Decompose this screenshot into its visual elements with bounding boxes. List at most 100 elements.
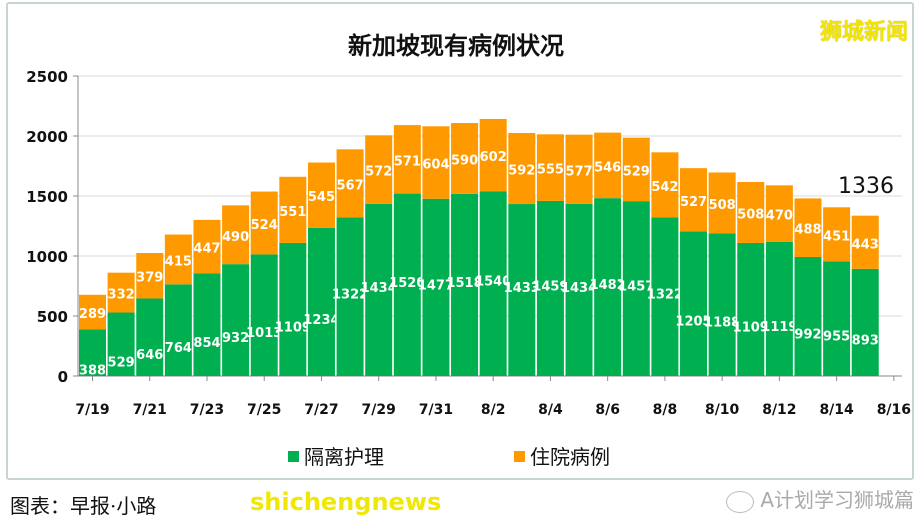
bar-hospital <box>136 253 164 299</box>
data-label: 447 <box>193 242 220 257</box>
bar-hospital <box>737 181 765 243</box>
data-label: 571 <box>394 154 421 169</box>
bar-isolation <box>851 268 879 376</box>
data-label: 1482 <box>590 278 626 293</box>
data-label: 379 <box>136 271 163 286</box>
bar-isolation <box>279 242 307 376</box>
data-label: 1234 <box>303 313 339 328</box>
bar-hospital <box>508 133 536 205</box>
bar-hospital <box>336 149 364 218</box>
bar-hospital <box>164 234 192 285</box>
bar-isolation <box>651 217 679 376</box>
y-tick-label: 2000 <box>26 128 68 146</box>
data-label: 955 <box>823 330 850 345</box>
x-tick-label: 7/31 <box>419 402 453 418</box>
data-label: 764 <box>165 341 192 356</box>
data-label: 1518 <box>446 276 482 291</box>
data-label: 551 <box>279 205 306 220</box>
bar-isolation <box>680 231 708 376</box>
caption-watermark: shichengnews <box>250 488 442 516</box>
data-label: 529 <box>623 164 650 179</box>
bar-isolation <box>365 203 393 376</box>
bar-isolation <box>193 273 221 376</box>
data-label: 1322 <box>647 288 683 303</box>
data-label: 1013 <box>246 326 282 341</box>
chart-frame: 新加坡现有病例状况 0 500 1000 1500 2000 2500 388 289 529 33… <box>6 2 914 480</box>
data-label: 893 <box>852 333 879 348</box>
data-label: 1477 <box>418 278 454 293</box>
x-tick-label: 8/12 <box>762 402 796 418</box>
bar-isolation <box>164 284 192 376</box>
bar-isolation <box>451 193 479 376</box>
wechat-watermark: A计划学习狮城篇 <box>726 484 914 513</box>
x-tick-label: 7/27 <box>304 402 338 418</box>
data-label: 289 <box>79 307 106 322</box>
bar-isolation <box>737 242 765 376</box>
bar-hospital <box>451 123 479 194</box>
y-tick-label: 2500 <box>26 68 68 86</box>
x-tick-label: 8/6 <box>595 402 620 418</box>
bar-isolation <box>336 217 364 376</box>
wechat-account: A计划学习狮城篇 <box>760 488 914 512</box>
y-tick-label: 1000 <box>26 248 68 266</box>
x-tick-label: 8/4 <box>538 402 563 418</box>
bar-isolation <box>107 312 135 376</box>
data-label: 1457 <box>618 280 654 295</box>
bar-hospital <box>365 135 393 204</box>
bar-isolation <box>79 329 106 376</box>
bar-isolation <box>422 198 450 376</box>
data-label: 1434 <box>361 281 397 296</box>
data-label: 1459 <box>532 279 568 294</box>
bar-isolation <box>565 203 593 376</box>
data-label: 388 <box>79 364 106 379</box>
y-tick-label: 0 <box>58 368 68 386</box>
bar-isolation <box>794 256 822 376</box>
data-label: 1540 <box>475 275 511 290</box>
bar-isolation <box>594 198 622 376</box>
bar-hospital <box>107 272 135 313</box>
x-tick-label: 8/14 <box>819 402 854 418</box>
data-label: 602 <box>480 150 507 165</box>
data-label: 527 <box>680 195 707 210</box>
bar-hospital <box>250 191 278 255</box>
total-annotation: 1336 <box>838 174 894 199</box>
data-label: 1205 <box>675 315 711 330</box>
x-tick-label: 7/21 <box>133 402 167 418</box>
bar-isolation <box>508 204 536 376</box>
data-label: 1434 <box>561 281 597 296</box>
watermark-top: 狮城新闻 <box>819 20 908 45</box>
data-label: 443 <box>852 237 879 252</box>
bar-isolation <box>823 261 851 376</box>
data-label: 572 <box>365 165 392 180</box>
legend-label: 住院病例 <box>530 445 610 469</box>
data-label: 590 <box>451 153 478 168</box>
data-label: 577 <box>565 164 592 179</box>
legend-swatch <box>514 451 525 462</box>
wechat-icon <box>726 490 755 513</box>
chart-title: 新加坡现有病例状况 <box>348 32 564 60</box>
data-label: 1520 <box>389 276 425 291</box>
x-tick-label: 7/25 <box>247 402 281 418</box>
bar-isolation <box>765 241 793 376</box>
bar-isolation <box>307 227 335 376</box>
bar-isolation <box>622 201 650 376</box>
data-label: 546 <box>594 160 621 175</box>
x-tick-label: 8/10 <box>705 402 740 418</box>
legend-swatch <box>288 451 299 462</box>
data-label: 542 <box>651 180 678 195</box>
bar-hospital <box>393 125 421 194</box>
data-label: 1322 <box>332 288 368 303</box>
data-label: 992 <box>794 327 821 342</box>
bar-isolation <box>222 264 250 376</box>
bar-isolation <box>250 254 278 376</box>
bar-hospital <box>708 172 736 234</box>
legend-label: 隔离护理 <box>304 445 384 469</box>
data-label: 490 <box>222 230 249 245</box>
bar-hospital <box>594 132 622 199</box>
bar-isolation <box>708 233 736 376</box>
bar-hospital <box>765 185 793 242</box>
data-label: 555 <box>537 163 564 178</box>
data-label: 854 <box>193 336 220 351</box>
x-tick-label: 8/2 <box>481 402 506 418</box>
data-label: 567 <box>337 178 364 193</box>
